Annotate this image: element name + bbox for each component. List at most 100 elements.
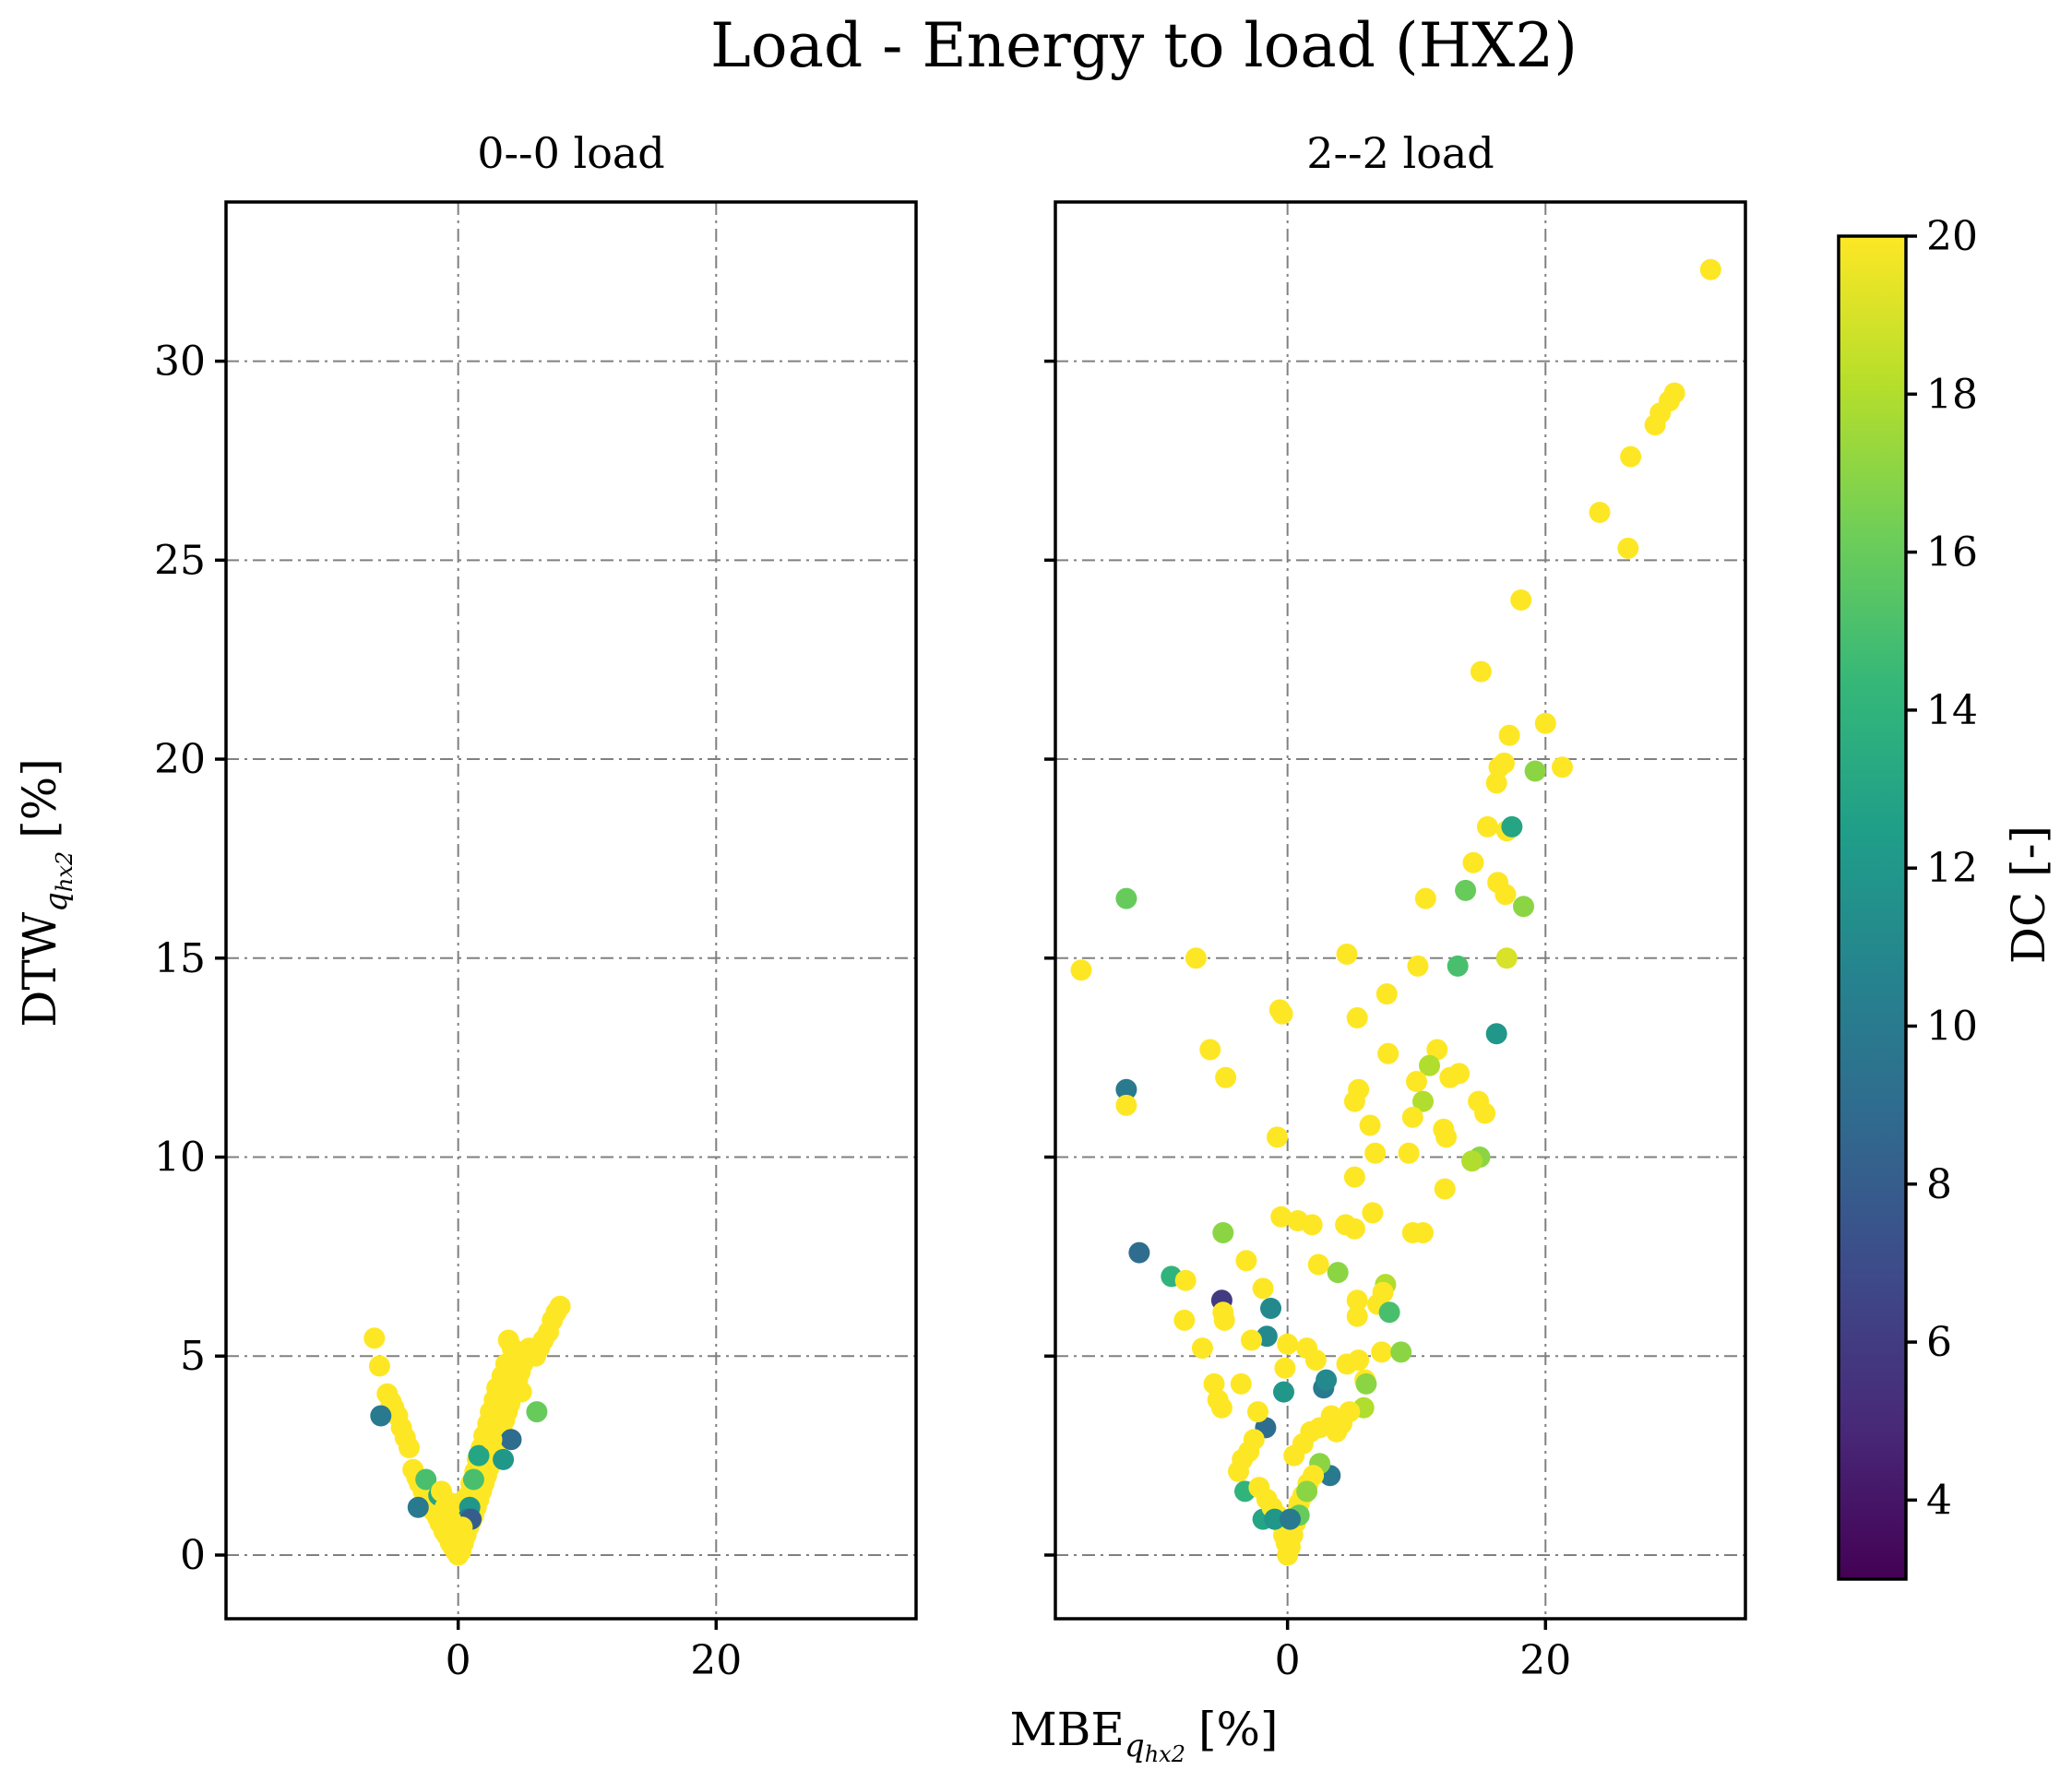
- y-tick-label: 15: [154, 935, 206, 982]
- scatter-point: [1264, 1508, 1286, 1530]
- scatter-point: [1699, 258, 1721, 280]
- panel-title: 0--0 load: [477, 128, 665, 178]
- panel-right: 2--2 load 0 20: [1044, 128, 1747, 1684]
- scatter-point: [435, 1496, 457, 1518]
- scatter-point: [1283, 1444, 1305, 1467]
- scatter-point: [1270, 1206, 1292, 1228]
- scatter-point: [1447, 955, 1469, 977]
- colorbar-gradient: [1839, 236, 1906, 1579]
- scatter-point: [1398, 1142, 1420, 1164]
- scatter-point: [1339, 1401, 1361, 1423]
- x-axis-label: MBEqhx2 [%]: [1009, 1703, 1278, 1767]
- y-axis-label-sub: q: [38, 892, 75, 912]
- colorbar-tick-label: 16: [1926, 529, 1978, 576]
- scatter-point: [1336, 944, 1358, 965]
- scatter-point: [1355, 1372, 1377, 1395]
- scatter-point: [1185, 947, 1207, 969]
- y-tick-label: 20: [154, 736, 206, 783]
- scatter-point: [1271, 1003, 1293, 1025]
- scatter-point: [1419, 1054, 1440, 1076]
- scatter-point: [1439, 1066, 1461, 1088]
- scatter-point: [1498, 724, 1520, 746]
- scatter-point: [1343, 1166, 1365, 1188]
- y-tick-label: 30: [154, 339, 206, 386]
- x-axis-label-main: MBE: [1009, 1703, 1124, 1756]
- scatter-point: [510, 1381, 532, 1403]
- colorbar-tick-label: 8: [1926, 1161, 1952, 1208]
- axes-frame: [1054, 200, 1747, 1621]
- scatter-point: [1191, 1337, 1213, 1360]
- scatter-point: [490, 1396, 512, 1419]
- scatter-point: [1307, 1253, 1329, 1276]
- scatter-point: [1174, 1269, 1197, 1291]
- scatter-point: [1362, 1202, 1384, 1224]
- x-tick-label: 0: [446, 1637, 471, 1684]
- y-axis-label-main: DTW: [13, 911, 66, 1027]
- scatter-point: [1210, 1396, 1232, 1419]
- scatter-point: [1277, 1333, 1299, 1355]
- scatter-point: [1461, 1150, 1483, 1172]
- scatter-point: [500, 1429, 522, 1451]
- scatter-point: [1247, 1401, 1268, 1423]
- scatter-point: [1488, 756, 1510, 778]
- axes-frame: [224, 200, 918, 1621]
- colorbar-frame: [1837, 234, 1908, 1581]
- scatter-point: [1470, 660, 1492, 683]
- scatter-point: [493, 1448, 515, 1470]
- scatter-point: [368, 1355, 390, 1377]
- scatter-point: [1407, 955, 1429, 977]
- scatter-point: [1494, 884, 1517, 906]
- scatter-point: [1316, 1369, 1338, 1391]
- scatter-point: [1115, 887, 1137, 909]
- scatter-point: [1280, 1508, 1301, 1530]
- scatter-point: [1426, 1039, 1448, 1061]
- scatter-point: [1346, 1007, 1368, 1028]
- scatter-point: [468, 1444, 490, 1467]
- scatter-point: [1620, 445, 1642, 468]
- scatter-point: [1241, 1329, 1262, 1351]
- scatter-point: [1128, 1241, 1150, 1264]
- scatter-point: [1252, 1277, 1274, 1300]
- scatter-point: [526, 1401, 548, 1423]
- x-tick-label: 20: [1519, 1637, 1571, 1684]
- scatter-point: [1375, 983, 1398, 1005]
- scatter-point: [481, 1429, 503, 1451]
- scatter-point: [1343, 1218, 1365, 1240]
- scatter-point: [363, 1327, 386, 1349]
- scatter-point: [1377, 1042, 1399, 1064]
- colorbar: 4 6 8 10 12 14 16 18 20: [1837, 213, 1978, 1581]
- colorbar-tick-label: 6: [1926, 1319, 1952, 1366]
- scatter-point: [1462, 851, 1484, 873]
- scatter-point: [370, 1405, 392, 1427]
- scatter-point: [1235, 1250, 1257, 1272]
- scatter-point: [1267, 1126, 1288, 1148]
- scatter-point: [1401, 1222, 1423, 1243]
- scatter-point: [1348, 1349, 1370, 1372]
- scatter-point: [1346, 1289, 1368, 1312]
- colorbar-tick-label: 10: [1926, 1003, 1978, 1050]
- colorbar-tick-label: 12: [1926, 845, 1978, 892]
- scatter-point: [1296, 1480, 1318, 1503]
- scatter-point: [1390, 1341, 1412, 1363]
- scatter-point: [1414, 887, 1436, 909]
- scatter-point: [1589, 502, 1611, 523]
- scatter-point: [1552, 756, 1573, 778]
- y-axis-label: DTWqhx2 [%]: [13, 758, 77, 1027]
- scatter-point: [1534, 712, 1556, 734]
- colorbar-tick-label: 18: [1926, 371, 1978, 418]
- scatter-point: [1513, 896, 1534, 918]
- scatter-point: [1495, 947, 1518, 969]
- scatter-point: [1434, 1178, 1456, 1200]
- chart-title: Load - Energy to load (HX2): [710, 10, 1578, 81]
- y-tick-label: 10: [154, 1134, 206, 1182]
- y-tick-label: 0: [180, 1532, 206, 1579]
- scatter-point: [1378, 1301, 1400, 1324]
- x-axis-label-unit: [%]: [1198, 1703, 1279, 1756]
- y-tick-label: 25: [154, 537, 206, 584]
- scatter-point: [1274, 1357, 1296, 1379]
- scatter-point: [1115, 1078, 1137, 1100]
- scatter-point: [1476, 815, 1498, 837]
- y-axis-label-unit: [%]: [13, 758, 66, 838]
- scatter-point: [1203, 1372, 1225, 1395]
- scatter-point: [1327, 1262, 1349, 1284]
